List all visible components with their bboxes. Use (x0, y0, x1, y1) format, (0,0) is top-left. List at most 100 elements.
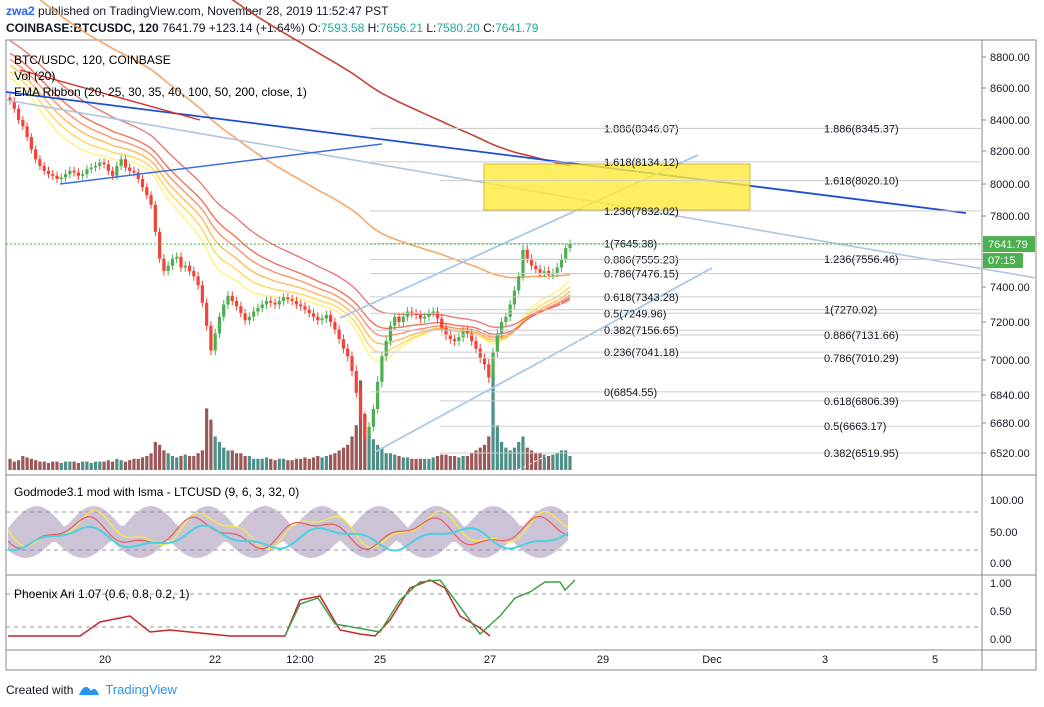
candle-body (72, 170, 76, 173)
candle-body (230, 295, 234, 301)
volume-bar (162, 450, 166, 470)
volume-bar (140, 457, 145, 470)
volume-bar (559, 450, 564, 470)
fib-ext-label: 1.886(8345.37) (824, 123, 899, 135)
high-value: 7656.21 (379, 21, 423, 35)
volume-bar (517, 442, 521, 470)
footer: Created with TradingView (6, 682, 177, 697)
fib-ext-label: 0.5(6663.17) (824, 421, 886, 433)
volume-bar (226, 450, 230, 470)
volume-bar (170, 456, 175, 470)
volume-bar (384, 453, 388, 470)
candle-body (205, 302, 209, 326)
candle-body (380, 356, 384, 382)
candle-body (217, 316, 222, 334)
last-price-tag (983, 236, 1035, 253)
candle-body (115, 165, 119, 176)
volume-bar (452, 456, 457, 470)
volume-bar (260, 458, 264, 470)
time-axis: 20 22 12:00 25 27 29 Dec 3 5 (99, 654, 938, 666)
candle-body (119, 159, 123, 166)
candle-body (329, 315, 333, 322)
candle-body (46, 170, 51, 175)
candle-body (34, 149, 38, 160)
legend-volume: Vol (20) (14, 69, 55, 83)
author-name[interactable]: zwa2 (6, 4, 35, 18)
time-tick-label: 27 (484, 654, 496, 666)
candle-body (457, 337, 461, 341)
volume-bar (277, 458, 281, 470)
osc-tick-label: 100.00 (990, 495, 1024, 507)
candle-body (8, 97, 12, 101)
price-tick-label: 8800.00 (990, 52, 1030, 64)
price-pane[interactable]: 1.886(8346.07) 1.618(8134.12) 1.236(7832.0… (5, 0, 1037, 471)
fib-level-label: 1.618(8134.12) (604, 157, 679, 169)
volume-bar (423, 458, 427, 470)
candle-body (371, 409, 375, 427)
volume-bar (405, 457, 410, 470)
price-tick-label: 8000.00 (990, 179, 1030, 191)
candle-body (277, 301, 281, 305)
candle-body (542, 271, 546, 273)
volume-bar (380, 447, 384, 470)
ema-35-line (9, 58, 571, 338)
candle-body (269, 301, 273, 303)
fib-level-label: 0.382(7156.65) (604, 325, 679, 337)
time-tick-label: 20 (99, 654, 111, 666)
volume-bar (256, 458, 260, 470)
candle-body (367, 426, 371, 437)
candle-body (256, 308, 260, 312)
candle-body (474, 341, 478, 349)
candle-body (123, 159, 128, 168)
candle-body (358, 392, 363, 416)
volume-bar (427, 458, 431, 470)
candle-body (341, 339, 346, 349)
candle-body (106, 164, 110, 171)
volume-bar (431, 457, 435, 470)
candle-body (12, 100, 16, 109)
candle-body (307, 309, 311, 314)
candle-body (234, 301, 239, 307)
price-tick-label: 7800.00 (990, 211, 1030, 223)
volume-bar (538, 453, 542, 470)
oscillator-pane[interactable]: 100.00 50.00 0.00 (6, 495, 1024, 570)
volume-bar (367, 430, 371, 470)
price-tick-label: 7000.00 (990, 355, 1030, 367)
candle-body (89, 167, 93, 170)
volume-bar (93, 461, 98, 470)
volume-bar (196, 453, 200, 470)
candle-body (299, 304, 303, 307)
volume-bar (393, 454, 397, 470)
tradingview-brand[interactable]: TradingView (105, 682, 177, 697)
volume-bar (222, 447, 226, 470)
volume-bar (397, 456, 401, 470)
time-tick-label: Dec (702, 654, 722, 666)
candle-body (243, 313, 247, 321)
volume-bar (512, 447, 517, 470)
volume-bar (504, 447, 508, 470)
volume-bar (12, 461, 16, 470)
price-tick-label: 8400.00 (990, 115, 1030, 127)
candle-body (500, 322, 504, 334)
volume-bar (461, 456, 465, 470)
candle-body (517, 276, 521, 291)
candle-body (337, 329, 341, 340)
candle-body (136, 172, 140, 180)
volume-bar (568, 456, 572, 470)
fib-ext-label: 0.382(6519.95) (824, 448, 899, 460)
fib-ext-label: 0.786(7010.29) (824, 353, 899, 365)
candle-body (363, 416, 367, 437)
candle-body (487, 364, 491, 378)
volume-bar (153, 442, 157, 470)
volume-bar (290, 460, 294, 470)
volume-bar (329, 454, 333, 470)
candle-body (98, 162, 102, 166)
volume-bar (230, 450, 234, 470)
phoenix-pane[interactable]: 1.00 0.50 0.00 (6, 578, 1011, 646)
candle-body (179, 256, 183, 268)
open-label: O: (308, 21, 321, 35)
candle-body (162, 258, 166, 272)
candle-body (568, 244, 572, 248)
candle-body (388, 325, 393, 341)
